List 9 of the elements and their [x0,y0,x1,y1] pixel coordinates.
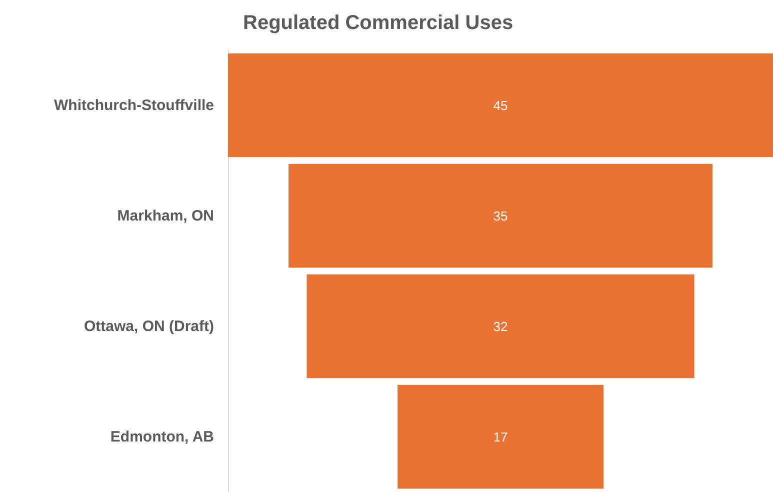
data-label: 45 [493,98,508,113]
category-label: Ottawa, ON (Draft) [84,318,214,335]
data-label: 35 [493,208,508,224]
data-label: 17 [493,429,508,444]
category-label: Edmonton, AB [110,428,214,446]
data-label: 32 [493,318,508,334]
category-label: Markham, ON [117,207,214,224]
text: Regulated Commercial Uses [243,12,514,34]
category-label: Whitchurch-Stouffville [54,96,214,114]
